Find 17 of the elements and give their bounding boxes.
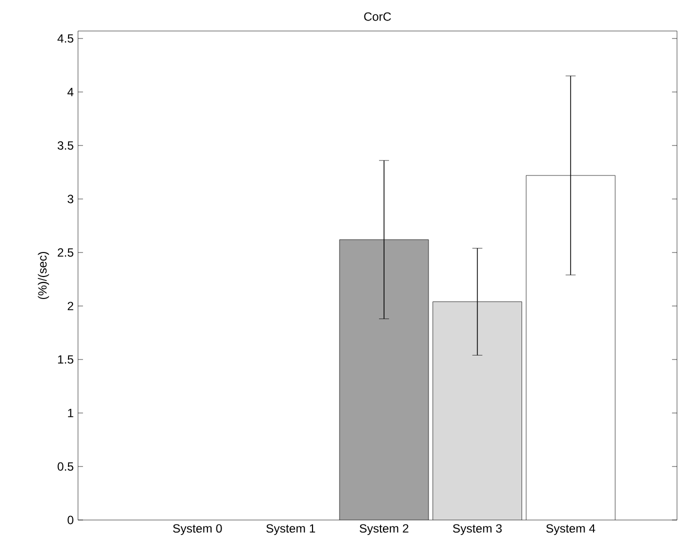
x-tick-label: System 3 — [452, 524, 502, 536]
x-tick-label: System 1 — [266, 524, 316, 536]
y-axis-title: (%)/(sec) — [38, 252, 50, 300]
y-tick-label: 1.5 — [58, 355, 74, 364]
y-tick-label: 2 — [68, 302, 74, 310]
y-tick-label: 3 — [68, 194, 74, 204]
x-tick-label: System 0 — [173, 524, 222, 536]
y-tick-label: 0.5 — [58, 462, 74, 471]
x-tick-label: System 2 — [360, 524, 408, 536]
x-tick-label: System 4 — [546, 524, 596, 536]
y-tick-label: 0 — [68, 516, 74, 524]
y-tick-label: 3.5 — [58, 141, 74, 150]
chart-title: CorC — [364, 12, 391, 21]
y-tick-label: 2.5 — [58, 248, 74, 257]
y-tick-label: 4 — [67, 88, 74, 96]
y-tick-label: 1 — [68, 408, 74, 418]
y-tick-label: 4.5 — [57, 34, 74, 43]
